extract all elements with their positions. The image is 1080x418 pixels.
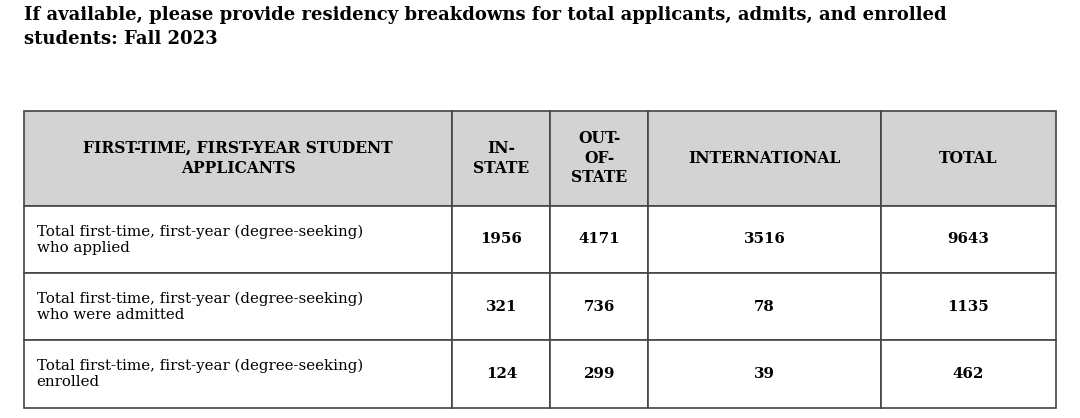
Bar: [24, 273, 453, 341]
Text: 1135: 1135: [947, 300, 989, 314]
Text: FIRST-TIME, FIRST-YEAR STUDENT
APPLICANTS: FIRST-TIME, FIRST-YEAR STUDENT APPLICANT…: [83, 140, 393, 176]
Bar: [453, 206, 551, 273]
Text: If available, please provide residency breakdowns for total applicants, admits, : If available, please provide residency b…: [24, 6, 946, 48]
Text: Total first-time, first-year (degree-seeking)
who were admitted: Total first-time, first-year (degree-see…: [37, 291, 363, 322]
Text: 3516: 3516: [744, 232, 785, 247]
Text: 321: 321: [486, 300, 517, 314]
Bar: [24, 111, 453, 206]
Bar: [551, 273, 648, 341]
Text: 736: 736: [583, 300, 615, 314]
Text: IN-
STATE: IN- STATE: [473, 140, 529, 176]
Bar: [551, 111, 648, 206]
Bar: [551, 206, 648, 273]
Bar: [551, 341, 648, 408]
Bar: [453, 111, 551, 206]
Text: TOTAL: TOTAL: [940, 150, 998, 167]
Bar: [648, 206, 880, 273]
Text: OUT-
OF-
STATE: OUT- OF- STATE: [571, 130, 627, 186]
Text: Total first-time, first-year (degree-seeking)
who applied: Total first-time, first-year (degree-see…: [37, 224, 363, 255]
Text: 1956: 1956: [481, 232, 523, 247]
Bar: [453, 341, 551, 408]
Bar: [880, 206, 1056, 273]
Bar: [880, 273, 1056, 341]
Bar: [648, 111, 880, 206]
Bar: [880, 341, 1056, 408]
Bar: [880, 111, 1056, 206]
Bar: [24, 206, 453, 273]
Bar: [24, 341, 453, 408]
Text: 9643: 9643: [947, 232, 989, 247]
Text: 462: 462: [953, 367, 984, 381]
Bar: [453, 273, 551, 341]
Bar: [648, 341, 880, 408]
Text: 78: 78: [754, 300, 775, 314]
Bar: [648, 273, 880, 341]
Text: 39: 39: [754, 367, 775, 381]
Text: 299: 299: [583, 367, 616, 381]
Text: 124: 124: [486, 367, 517, 381]
Text: Total first-time, first-year (degree-seeking)
enrolled: Total first-time, first-year (degree-see…: [37, 359, 363, 389]
Text: 4171: 4171: [579, 232, 620, 247]
Text: INTERNATIONAL: INTERNATIONAL: [688, 150, 840, 167]
